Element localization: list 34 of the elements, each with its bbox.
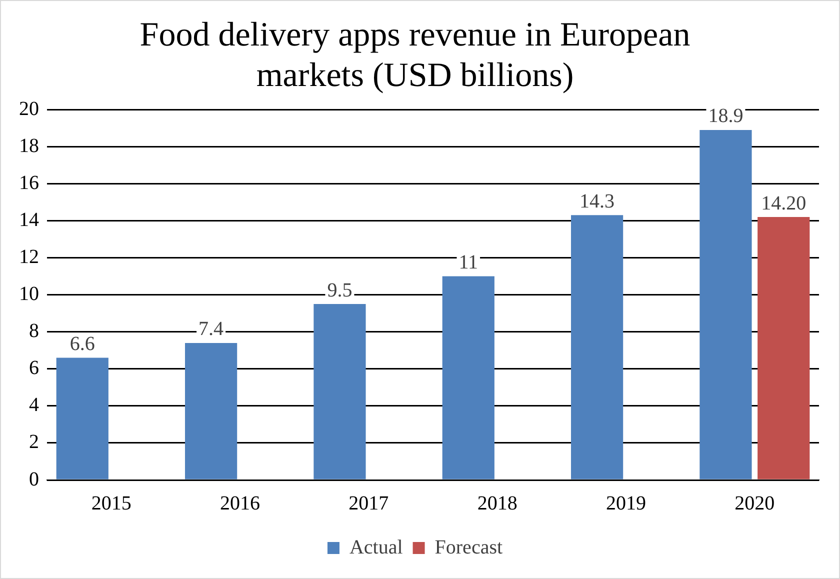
data-label: 14.20 — [761, 192, 806, 214]
y-tick-label: 0 — [29, 468, 39, 490]
bar — [184, 342, 238, 480]
y-tick-label: 8 — [29, 320, 39, 342]
y-tick-label: 16 — [19, 172, 39, 194]
x-tick-label: 2016 — [220, 492, 260, 514]
y-tick-label: 2 — [29, 431, 39, 454]
data-label: 18.9 — [708, 105, 744, 128]
y-tick-label: 20 — [19, 98, 39, 120]
y-tick-label: 4 — [29, 394, 39, 416]
x-tick-label: 2019 — [606, 492, 646, 514]
chart-title: Food delivery apps revenue in European markets (USD billions) — [140, 16, 690, 94]
data-label: 14.3 — [580, 190, 615, 212]
x-tick-label: 2020 — [734, 492, 775, 514]
legend-label: Actual — [349, 536, 404, 558]
data-label: 7.4 — [198, 318, 224, 340]
data-label: 6.6 — [70, 333, 95, 356]
bar — [700, 130, 752, 480]
y-tick-label: 12 — [19, 246, 39, 268]
y-tick-label: 10 — [19, 283, 39, 306]
legend-label: Forecast — [434, 536, 503, 558]
x-tick-label: 2018 — [477, 492, 518, 514]
y-tick-label: 6 — [29, 357, 39, 380]
bar — [570, 215, 624, 480]
data-label: 11 — [458, 252, 478, 274]
bar — [758, 217, 810, 480]
y-tick-label: 18 — [19, 134, 39, 157]
x-tick-label: 2015 — [91, 492, 132, 514]
x-tick-label: 2017 — [348, 492, 389, 514]
y-tick-label: 14 — [19, 208, 39, 231]
bar — [442, 276, 494, 480]
bar — [56, 358, 108, 480]
bar — [314, 304, 366, 480]
data-label: 9.5 — [327, 279, 352, 302]
